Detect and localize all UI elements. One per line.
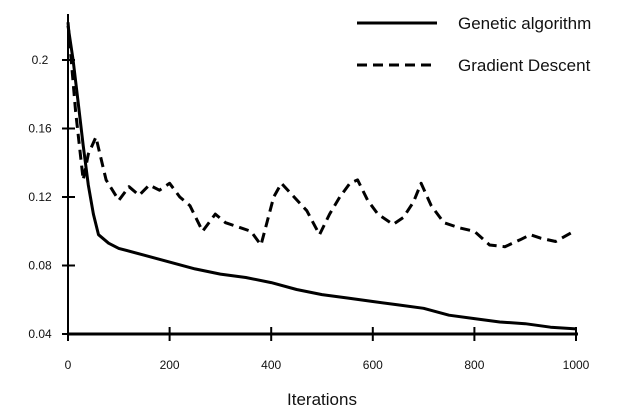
x-tick-label: 600 [363, 358, 383, 372]
y-tick-label: 0.08 [28, 259, 52, 273]
x-tick-label: 400 [261, 358, 281, 372]
axes [67, 14, 578, 336]
x-tick-label: 0 [65, 358, 72, 372]
series-line-1 [66, 25, 577, 331]
series-line-2 [66, 22, 576, 249]
x-tick-label: 1000 [563, 358, 590, 372]
x-tick-label: 800 [464, 358, 484, 372]
y-tick-label: 0.2 [32, 53, 49, 67]
legend-label-2: Gradient Descent [458, 56, 591, 75]
legend: Genetic algorithm Gradient Descent [357, 14, 591, 75]
ticks: 0.04 0.08 0.12 0.16 0.2 0 200 400 600 800 1000 [28, 53, 589, 372]
series-layer [66, 22, 577, 331]
legend-label-1: Genetic algorithm [458, 14, 591, 33]
y-tick-label: 0.12 [28, 190, 52, 204]
x-axis-title: Iterations [287, 390, 357, 409]
y-tick-label: 0.04 [28, 327, 52, 341]
x-tick-label: 200 [160, 358, 180, 372]
y-tick-label: 0.16 [28, 122, 52, 136]
